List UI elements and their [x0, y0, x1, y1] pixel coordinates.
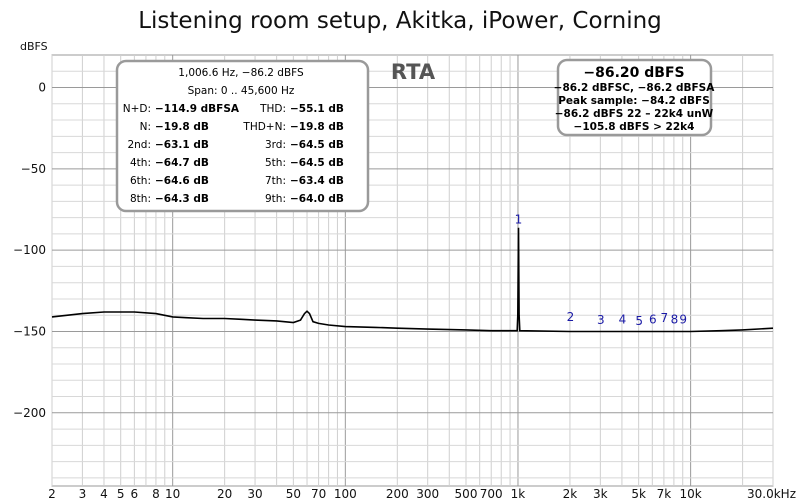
thd-rows: N+D: −114.9 dBFSA THD: −55.1 dB N: −19.8 dB TH… [123, 103, 344, 205]
harmonic-marker: 2 [567, 310, 575, 324]
x-tick-label: 5k [631, 487, 646, 501]
thd-row-value: −64.5 dB [290, 139, 344, 151]
thd-row-value: −55.1 dB [290, 103, 344, 115]
thd-row-value: −64.3 dB [155, 193, 209, 205]
thd-header: 1,006.6 Hz, −86.2 dBFS [178, 67, 304, 79]
x-tick-label: 6 [131, 487, 139, 501]
harmonic-marker: 6 [649, 312, 657, 326]
thd-row-label: 9th: [265, 193, 286, 205]
x-tick-label: 10 [165, 487, 180, 501]
x-tick-label: 100 [334, 487, 357, 501]
x-tick-label: 70 [311, 487, 326, 501]
x-tick-label: 5 [117, 487, 125, 501]
spectrum-trace [51, 227, 774, 333]
chart-title: Listening room setup, Akitka, iPower, Co… [138, 8, 662, 34]
y-axis: 0 −50 −100 −150 −200 [13, 81, 46, 420]
y-tick-label: −100 [13, 243, 46, 257]
y-tick-label: 0 [38, 81, 46, 95]
thd-row-label: 4th: [130, 157, 151, 169]
level-line-2: Peak sample: −84.2 dBFS [558, 95, 710, 107]
thd-row-value: −64.7 dB [155, 157, 209, 169]
thd-row-value: −64.6 dB [155, 175, 209, 187]
harmonic-marker: 3 [597, 313, 605, 327]
x-tick-label: 10k [680, 487, 702, 501]
x-tick-label: 2 [48, 487, 56, 501]
thd-row-value: −114.9 dBFSA [155, 103, 240, 115]
x-tick-label: 30.0kHz [747, 487, 796, 501]
y-tick-label: −200 [13, 406, 46, 420]
thd-row-value: −19.8 dB [290, 121, 344, 133]
x-tick-label: 700 [480, 487, 503, 501]
x-tick-label: 4 [100, 487, 108, 501]
x-tick-label: 20 [217, 487, 232, 501]
thd-row-value: −63.1 dB [155, 139, 209, 151]
x-tick-label: 3 [79, 487, 87, 501]
harmonic-marker: 9 [679, 312, 687, 326]
x-tick-label: 7k [657, 487, 672, 501]
x-tick-label: 200 [386, 487, 409, 501]
thd-row-value: −64.5 dB [290, 157, 344, 169]
x-tick-label: 30 [247, 487, 262, 501]
thd-row-label: THD+N: [242, 121, 286, 133]
harmonic-marker: 4 [619, 312, 627, 326]
thd-info-box: 1,006.6 Hz, −86.2 dBFS Span: 0 .. 45,600… [115, 59, 370, 213]
thd-row-value: −64.0 dB [290, 193, 344, 205]
x-tick-label: 2k [563, 487, 578, 501]
level-line-3: −86.2 dBFS 22 – 22k4 unW [555, 108, 714, 120]
harmonic-markers: 1 2 3 4 5 6 7 8 9 [515, 213, 687, 328]
thd-span: Span: 0 .. 45,600 Hz [188, 85, 295, 97]
thd-row-label: 5th: [265, 157, 286, 169]
thd-row-label: 3rd: [265, 139, 286, 151]
x-tick-label: 8 [152, 487, 160, 501]
harmonic-marker: 5 [635, 314, 643, 328]
x-tick-label: 3k [593, 487, 608, 501]
harmonic-marker: 1 [515, 213, 523, 227]
y-axis-unit: dBFS [20, 40, 48, 53]
y-tick-label: −50 [21, 162, 46, 176]
thd-row-label: N+D: [123, 103, 151, 115]
thd-row-value: −19.8 dB [155, 121, 209, 133]
thd-row-label: THD: [259, 103, 286, 115]
thd-row-value: −63.4 dB [290, 175, 344, 187]
x-tick-label: 300 [416, 487, 439, 501]
level-info-box: −86.20 dBFS −86.2 dBFSC, −86.2 dBFSA Pea… [554, 58, 716, 137]
y-tick-label: −150 [13, 324, 46, 338]
harmonic-marker: 7 [661, 311, 669, 325]
level-line-1: −86.2 dBFSC, −86.2 dBFSA [554, 82, 716, 94]
x-tick-label: 50 [286, 487, 301, 501]
rta-label: RTA [391, 60, 436, 84]
thd-row-label: 7th: [265, 175, 286, 187]
x-tick-label: 1k [511, 487, 526, 501]
x-axis: 2 3 4 5 6 8 10 20 30 50 70 100 200 300 500 700 1k 2k 3k 5k 7… [48, 487, 796, 501]
harmonic-marker: 8 [671, 312, 679, 326]
thd-row-label: 6th: [130, 175, 151, 187]
thd-row-label: 8th: [130, 193, 151, 205]
level-line-4: −105.8 dBFS > 22k4 [574, 121, 695, 133]
x-tick-label: 500 [455, 487, 478, 501]
thd-row-label: 2nd: [127, 139, 151, 151]
thd-row-label: N: [140, 121, 151, 133]
level-main: −86.20 dBFS [583, 65, 684, 81]
